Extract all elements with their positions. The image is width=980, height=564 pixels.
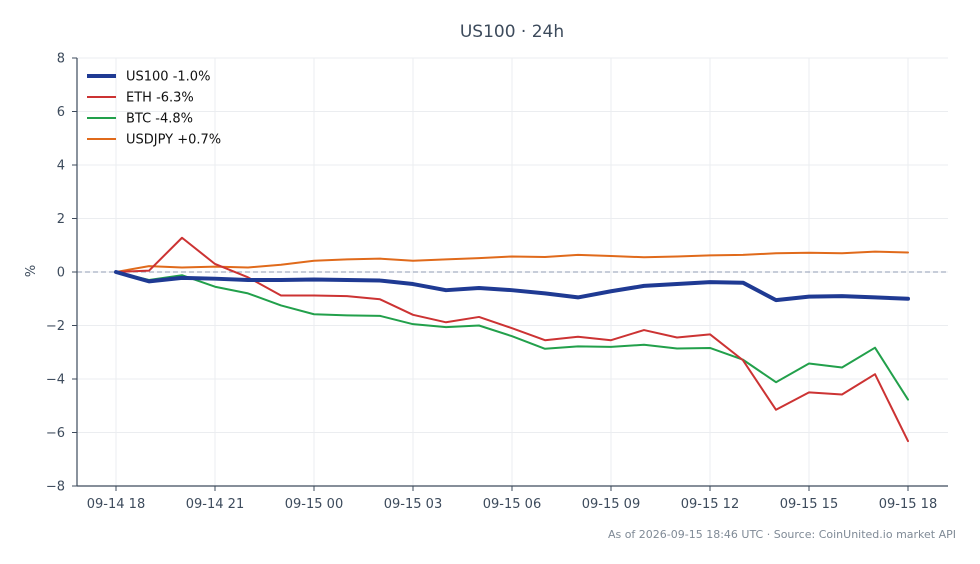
y-tick-label: 8 bbox=[57, 52, 65, 67]
x-tick-label: 09-15 00 bbox=[285, 497, 343, 512]
y-tick-label: −8 bbox=[46, 480, 65, 495]
y-tick-label: −2 bbox=[46, 319, 65, 334]
y-tick-label: −4 bbox=[46, 373, 65, 388]
x-tick-label: 09-14 21 bbox=[186, 497, 244, 512]
plot-area bbox=[76, 57, 948, 487]
x-tick-label: 09-15 18 bbox=[879, 497, 937, 512]
legend-label-btc: BTC -4.8% bbox=[126, 112, 193, 127]
legend-label-usdjpy: USDJPY +0.7% bbox=[126, 133, 221, 148]
legend-label-eth: ETH -6.3% bbox=[126, 91, 194, 106]
x-tick-label: 09-15 03 bbox=[384, 497, 442, 512]
x-tick-label: 09-15 12 bbox=[681, 497, 739, 512]
y-tick-label: 0 bbox=[57, 266, 65, 281]
source-footnote: As of 2026-09-15 18:46 UTC · Source: Coi… bbox=[608, 528, 956, 541]
x-tick-label: 09-15 15 bbox=[780, 497, 838, 512]
series-line-us100 bbox=[114, 270, 910, 303]
y-tick-label: −6 bbox=[46, 426, 65, 441]
y-tick-label: 6 bbox=[57, 105, 65, 120]
legend-label-us100: US100 -1.0% bbox=[126, 70, 210, 85]
series-line-usdjpy bbox=[115, 250, 909, 273]
y-tick-label: 4 bbox=[57, 159, 65, 174]
x-axis-ticks: 09-14 18 09-14 21 09-15 00 09-15 03 09-15 06… bbox=[87, 486, 937, 512]
chart-title: US100 · 24h bbox=[460, 22, 564, 42]
x-tick-label: 09-14 18 bbox=[87, 497, 145, 512]
series-layer bbox=[114, 236, 910, 443]
y-axis-ticks: −8 −6 −4 −2 0 2 4 6 8 bbox=[46, 52, 77, 495]
y-tick-label: 2 bbox=[57, 212, 65, 227]
series-line-eth bbox=[115, 236, 909, 443]
series-line-btc bbox=[115, 271, 909, 401]
legend: US100 -1.0% ETH -6.3% BTC -4.8% USDJPY +0.7… bbox=[87, 70, 221, 148]
y-axis-label: % bbox=[24, 265, 39, 277]
x-tick-label: 09-15 09 bbox=[582, 497, 640, 512]
x-tick-label: 09-15 06 bbox=[483, 497, 541, 512]
